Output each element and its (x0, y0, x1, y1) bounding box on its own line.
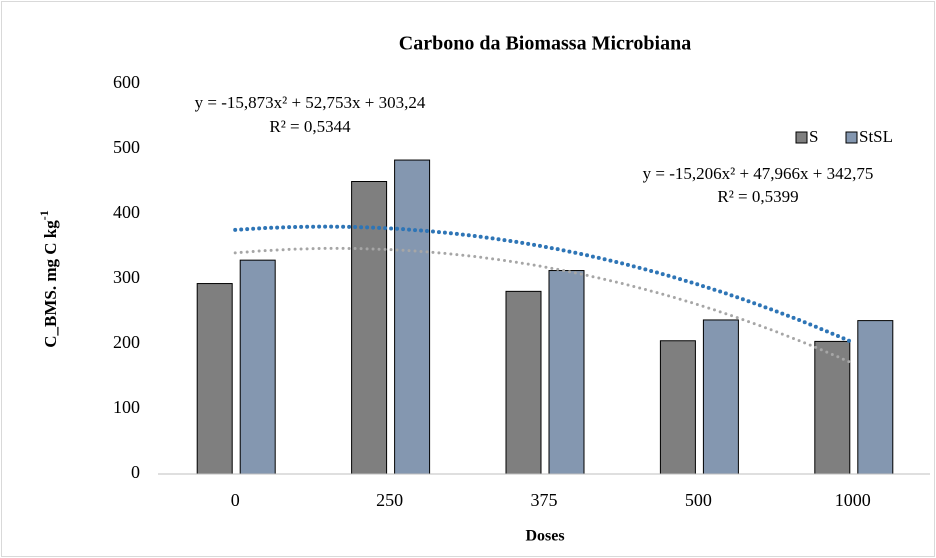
bar (548, 270, 585, 475)
y-axis-label-sup: -1 (37, 210, 51, 220)
legend-swatch (845, 131, 858, 144)
y-tick-label: 300 (113, 267, 140, 287)
x-tick-label: 1000 (835, 490, 871, 510)
trend-equation: y = -15,873x² + 52,753x + 303,24 (195, 93, 426, 112)
trendline (233, 246, 855, 365)
bar (196, 283, 233, 475)
legend-label: StSL (859, 127, 893, 146)
y-tick-label: 200 (113, 332, 140, 352)
bar (659, 340, 696, 475)
bar (351, 181, 388, 475)
y-axis-label: C_BMS. mg C kg-1 (37, 210, 60, 348)
x-axis-label: Doses (525, 528, 564, 545)
x-tick-label: 500 (685, 490, 712, 510)
legend-label: S (809, 127, 818, 146)
bar (857, 320, 894, 475)
legend-swatch (795, 131, 808, 144)
y-axis-label-text: C_BMS. mg C kg (41, 220, 60, 348)
bar (702, 319, 739, 475)
trend-r2: R² = 0,5399 (717, 187, 798, 206)
trend-r2: R² = 0,5344 (269, 117, 351, 136)
trendline (233, 224, 855, 345)
y-tick-label: 600 (113, 72, 140, 92)
bar (239, 259, 276, 475)
y-tick-label: 500 (113, 137, 140, 157)
y-tick-label: 0 (131, 462, 140, 482)
x-tick-label: 250 (376, 490, 403, 510)
x-tick-label: 375 (531, 490, 558, 510)
chart-title: Carbono da Biomassa Microbiana (399, 33, 691, 55)
y-tick-label: 100 (113, 397, 140, 417)
bar (505, 290, 542, 475)
bar (394, 159, 431, 475)
trend-equation: y = -15,206x² + 47,966x + 342,75 (643, 164, 874, 183)
y-tick-label: 400 (113, 202, 140, 222)
bar (814, 340, 851, 475)
x-tick-label: 0 (231, 490, 240, 510)
